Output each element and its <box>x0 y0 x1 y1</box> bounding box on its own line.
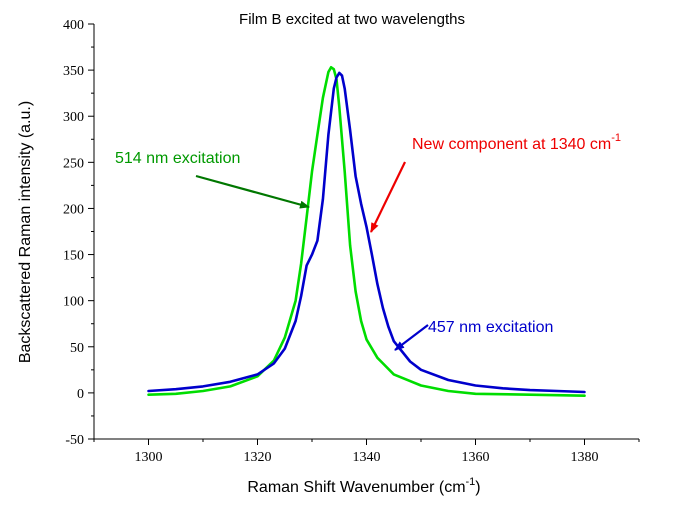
y-tick-label: 350 <box>63 64 84 79</box>
annotation-new-component-arrow <box>370 161 406 233</box>
series-line-514nm <box>147 66 586 398</box>
annotation-514nm: 514 nm excitation <box>115 150 240 167</box>
y-axis-title: Backscattered Raman intensity (a.u.) <box>17 101 34 363</box>
annotation-514nm-arrow <box>195 174 310 209</box>
annotation-457nm-arrow <box>394 324 429 351</box>
y-tick-label: 250 <box>63 156 84 171</box>
annotation-new-component: New component at 1340 cm-1 <box>412 132 621 153</box>
y-tick-label: 0 <box>77 387 84 402</box>
x-axis-title-sup: -1 <box>466 476 476 488</box>
y-tick-label: 50 <box>70 341 84 356</box>
y-tick-label: 150 <box>63 249 84 264</box>
y-tick-label: 300 <box>63 110 84 125</box>
x-axis-title-end: ) <box>475 479 480 496</box>
y-tick-label: -50 <box>65 433 84 448</box>
x-tick-label: 1340 <box>353 450 381 465</box>
x-tick-label: 1320 <box>244 450 272 465</box>
y-tick-label: 200 <box>63 202 84 217</box>
x-tick-label: 1300 <box>135 450 163 465</box>
y-tick-label: 400 <box>63 18 84 33</box>
annotation-new-component-main: New component at 1340 cm <box>412 136 611 153</box>
annotation-new-component-sup: -1 <box>611 132 621 144</box>
plot-lines <box>147 66 586 398</box>
x-tick-label: 1380 <box>571 450 599 465</box>
axes: -50 0 50 100 150 200 250 300 350 400 1300 1320 1340 1… <box>63 18 640 465</box>
x-axis-title-main: Raman Shift Wavenumber (cm <box>247 479 465 496</box>
chart-title: Film B excited at two wavelengths <box>239 11 465 28</box>
x-tick-label: 1360 <box>462 450 490 465</box>
annotation-457nm: 457 nm excitation <box>428 319 553 336</box>
y-tick-label: 100 <box>63 295 84 310</box>
x-axis-title: Raman Shift Wavenumber (cm-1) <box>247 476 480 496</box>
series-line-457nm <box>147 71 586 394</box>
